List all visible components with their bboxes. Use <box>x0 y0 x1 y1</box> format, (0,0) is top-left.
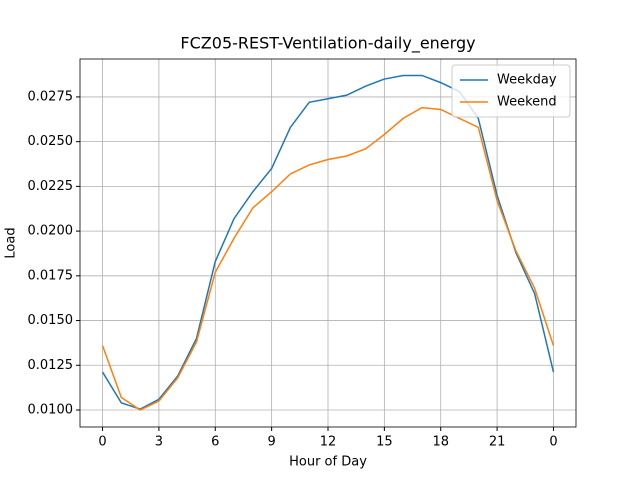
x-axis-label: Hour of Day <box>289 455 367 470</box>
x-tick-label: 21 <box>489 435 506 450</box>
data-line <box>101 74 555 410</box>
chart-title: FCZ05-REST-Ventilation-daily_energy <box>180 34 475 54</box>
x-tick-label: 18 <box>432 435 449 450</box>
x-tick-label: 3 <box>155 435 163 450</box>
y-tick-label: 0.0125 <box>28 358 74 373</box>
legend-label: Weekend <box>497 95 557 110</box>
legend-box <box>451 64 571 118</box>
legend: Weekday Weekend <box>451 64 571 118</box>
x-tick-label: 9 <box>267 435 275 450</box>
data-line <box>101 106 555 411</box>
y-tick-label: 0.0250 <box>28 134 74 149</box>
plot-frame <box>79 58 577 428</box>
x-tick-label: 0 <box>98 435 106 450</box>
x-tick-label: 0 <box>549 435 557 450</box>
y-tick-label: 0.0150 <box>28 313 74 328</box>
y-tick-label: 0.0275 <box>28 89 74 104</box>
y-axis-label: Load <box>4 227 19 258</box>
x-tick-label: 12 <box>320 435 337 450</box>
y-tick-label: 0.0200 <box>28 224 74 239</box>
y-tick-label: 0.0175 <box>28 268 74 283</box>
y-tick-label: 0.0100 <box>28 403 74 418</box>
legend-label: Weekday <box>497 73 557 88</box>
x-tick-label: 6 <box>211 435 219 450</box>
y-tick-label: 0.0225 <box>28 179 74 194</box>
x-tick-label: 15 <box>376 435 393 450</box>
